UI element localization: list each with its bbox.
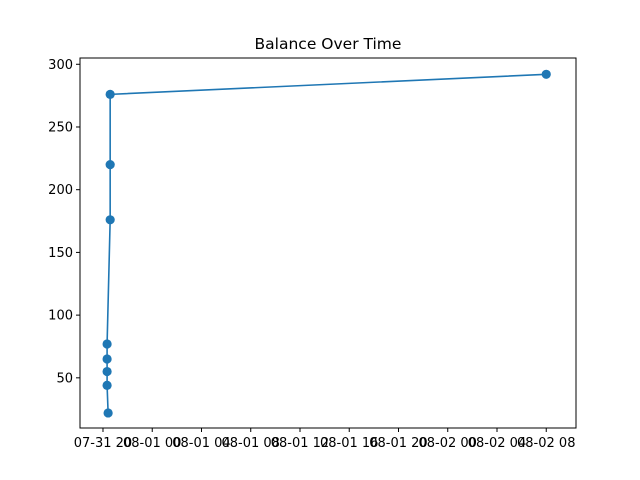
data-point bbox=[105, 89, 115, 99]
x-tick-label: 08-01 12 bbox=[271, 436, 329, 451]
data-point bbox=[541, 69, 551, 79]
y-tick-label: 50 bbox=[56, 371, 73, 386]
y-tick-label: 250 bbox=[48, 120, 73, 135]
x-tick-label: 08-01 20 bbox=[369, 436, 427, 451]
y-tick-label: 100 bbox=[48, 309, 73, 324]
data-series bbox=[102, 69, 551, 418]
x-tick-label: 08-02 08 bbox=[517, 436, 575, 451]
y-axis: 50 100 150 200 250 300 bbox=[48, 58, 80, 386]
data-point bbox=[102, 366, 112, 377]
x-tick-label: 08-01 08 bbox=[222, 436, 280, 451]
y-tick-label: 200 bbox=[48, 183, 73, 198]
x-tick-label: 08-01 00 bbox=[123, 436, 181, 451]
data-point bbox=[102, 354, 112, 364]
data-point bbox=[105, 215, 115, 225]
x-tick-label: 08-01 04 bbox=[172, 436, 230, 451]
data-point bbox=[102, 380, 112, 390]
x-tick-label: 08-02 04 bbox=[468, 436, 526, 451]
x-tick-label: 08-01 16 bbox=[320, 436, 378, 451]
series-line bbox=[106, 73, 547, 413]
chart-title: Balance Over Time bbox=[255, 35, 402, 53]
x-tick-label: 07-31 20 bbox=[74, 436, 132, 451]
data-point bbox=[103, 408, 113, 418]
y-tick-label: 150 bbox=[48, 246, 73, 261]
y-tick-label: 300 bbox=[48, 58, 73, 73]
plot-frame bbox=[79, 57, 577, 429]
data-point bbox=[102, 339, 112, 349]
x-tick-label: 08-02 00 bbox=[419, 436, 477, 451]
data-point bbox=[105, 160, 115, 170]
